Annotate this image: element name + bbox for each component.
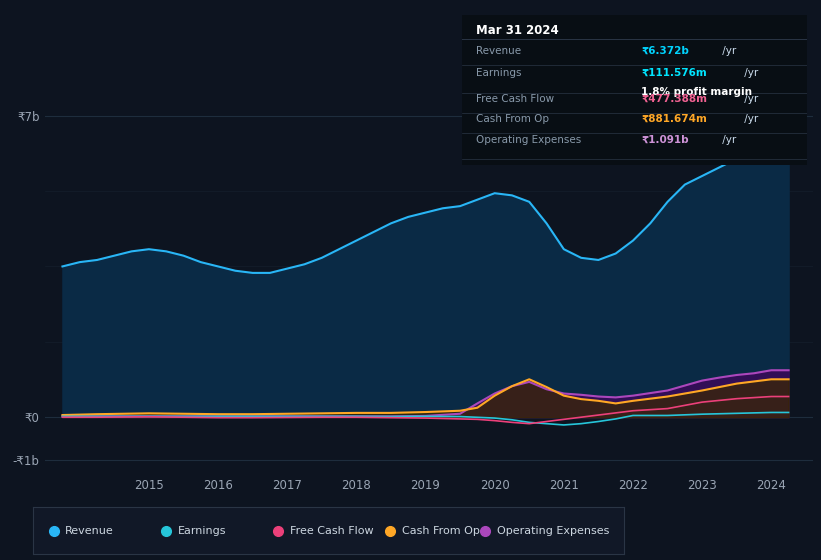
Text: ₹881.674m: ₹881.674m (641, 114, 707, 124)
Text: Operating Expenses: Operating Expenses (476, 134, 581, 144)
Text: Earnings: Earnings (177, 526, 226, 535)
Text: Operating Expenses: Operating Expenses (497, 526, 609, 535)
Text: Cash From Op: Cash From Op (476, 114, 548, 124)
Text: Revenue: Revenue (476, 46, 521, 56)
Text: Cash From Op: Cash From Op (402, 526, 480, 535)
Text: /yr: /yr (718, 134, 736, 144)
Text: Earnings: Earnings (476, 68, 521, 78)
Text: /yr: /yr (741, 94, 758, 104)
Text: ₹1.091b: ₹1.091b (641, 134, 689, 144)
Text: /yr: /yr (718, 46, 736, 56)
Text: Mar 31 2024: Mar 31 2024 (476, 24, 558, 37)
Text: /yr: /yr (741, 114, 758, 124)
Text: ₹477.388m: ₹477.388m (641, 94, 708, 104)
Text: ₹6.372b: ₹6.372b (641, 46, 690, 56)
Text: Revenue: Revenue (66, 526, 114, 535)
Text: ₹111.576m: ₹111.576m (641, 68, 707, 78)
Text: Free Cash Flow: Free Cash Flow (290, 526, 374, 535)
Text: /yr: /yr (741, 68, 758, 78)
Text: 1.8% profit margin: 1.8% profit margin (641, 87, 752, 97)
Text: Free Cash Flow: Free Cash Flow (476, 94, 554, 104)
